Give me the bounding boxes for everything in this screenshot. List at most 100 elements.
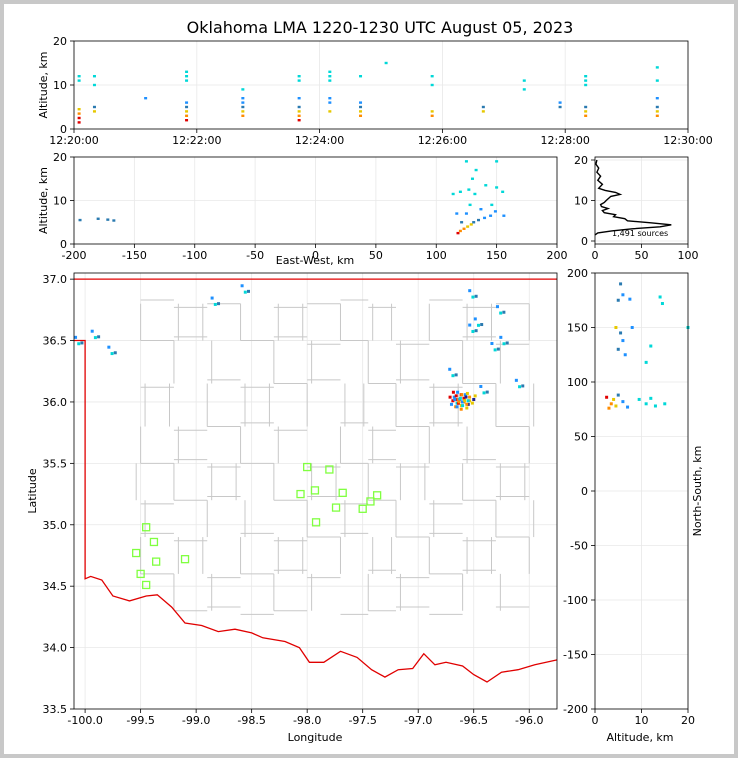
map-source — [77, 342, 81, 346]
histogram-xtick-label: 0 — [592, 249, 599, 262]
map-source — [470, 401, 474, 405]
north-south-source — [609, 402, 613, 406]
east-west-xtick-label: 100 — [426, 249, 447, 262]
east-west-source — [501, 190, 505, 193]
map-source — [461, 404, 465, 408]
time-height-source — [481, 105, 485, 109]
map-source — [460, 393, 464, 397]
map-source — [499, 311, 503, 315]
lma-station-marker — [142, 580, 151, 590]
time-height-source — [359, 110, 363, 113]
time-height-source — [297, 110, 301, 113]
east-west-ylabel: Altitude, km — [37, 167, 50, 234]
map-source — [451, 390, 455, 394]
east-west-source — [112, 219, 116, 222]
time-height-source — [92, 83, 96, 87]
time-height-source — [297, 75, 301, 78]
time-height-source — [297, 119, 301, 122]
east-west-source — [472, 221, 476, 224]
time-height-source — [655, 66, 659, 69]
time-height-ytick-label: 20 — [53, 35, 67, 48]
east-west-ytick-label: 10 — [53, 195, 67, 208]
time-height-source — [144, 97, 148, 100]
time-height-source — [655, 114, 659, 117]
east-west-source — [483, 216, 487, 220]
lma-station-marker — [132, 548, 141, 558]
lma-station-marker — [311, 518, 321, 527]
time-height-source — [241, 105, 245, 109]
map-ytick-label: 36.0 — [43, 396, 68, 409]
map-source — [502, 310, 506, 314]
map-source — [473, 394, 477, 398]
east-west-source — [502, 214, 506, 217]
time-height-xtick-label: 12:22:00 — [172, 134, 221, 147]
lma-station-marker — [142, 523, 151, 532]
north-south-source — [621, 293, 625, 297]
time-height-source — [185, 70, 189, 73]
map-source — [454, 394, 458, 398]
map-source — [468, 289, 472, 293]
time-height-xtick-label: 12:30:00 — [663, 134, 712, 147]
lma-station-marker — [372, 491, 382, 500]
time-height-source — [241, 97, 245, 100]
lma-station-marker — [331, 503, 341, 512]
map-source — [471, 329, 475, 333]
county-lines — [135, 299, 535, 615]
time-height-source — [241, 110, 245, 113]
altitude-histogram-panel: 0 50 100 0 10 20 1,491 sources — [574, 154, 699, 262]
time-height-source — [359, 105, 363, 109]
time-height-source — [241, 88, 245, 91]
map-source — [461, 400, 465, 404]
time-height-source — [77, 79, 81, 82]
north-south-ytick-label: -200 — [563, 703, 588, 716]
north-south-source — [628, 297, 632, 301]
map-source — [495, 305, 499, 309]
east-west-ytick-label: 0 — [60, 238, 67, 251]
north-south-xlabel: Altitude, km — [606, 731, 673, 744]
map-source — [474, 294, 478, 298]
time-height-source — [584, 75, 588, 78]
source-count-annotation: 1,491 sources — [612, 229, 668, 238]
time-height-ylabel: Altitude, km — [37, 51, 50, 118]
time-height-source — [77, 108, 81, 111]
north-south-ylabel: North-South, km — [691, 446, 704, 537]
time-height-source — [92, 105, 96, 109]
east-west-source — [462, 227, 466, 230]
north-south-source — [623, 353, 627, 357]
map-source — [479, 384, 483, 388]
time-height-source — [185, 79, 189, 82]
east-west-xlabel: East-West, km — [276, 254, 354, 267]
map-source — [480, 323, 484, 327]
time-height-source — [297, 105, 301, 109]
time-height-source — [241, 101, 245, 104]
map-source — [449, 402, 453, 406]
time-height-source — [430, 83, 434, 87]
time-height-panel: 12:20:00 12:22:00 12:24:00 12:26:00 12:28:00… — [37, 35, 713, 147]
time-height-source — [558, 101, 562, 104]
east-west-source — [458, 229, 462, 233]
time-height-source — [297, 97, 301, 100]
east-west-source — [477, 218, 481, 222]
map-source — [74, 335, 78, 339]
north-south-xtick-label: 10 — [635, 714, 649, 727]
map-source — [485, 390, 489, 394]
map-source — [213, 302, 217, 306]
time-height-source — [481, 110, 485, 113]
time-height-source — [185, 119, 189, 122]
north-south-xtick-label: 20 — [681, 714, 695, 727]
time-height-source — [185, 101, 189, 104]
lma-station-marker — [136, 569, 145, 579]
map-source — [465, 391, 469, 395]
map-source — [493, 348, 497, 352]
east-west-xtick-label: 50 — [369, 249, 383, 262]
east-west-xtick-label: -100 — [182, 249, 207, 262]
north-south-panel: 0 10 20 -200 -150 -100 -50 0 50 100 150 200 Altitude… — [563, 267, 704, 744]
time-height-source — [359, 101, 363, 104]
time-height-source — [584, 83, 588, 87]
map-source — [473, 317, 477, 321]
east-west-source — [493, 210, 497, 213]
east-west-source — [458, 190, 462, 193]
time-height-source — [430, 110, 434, 113]
time-height-source — [185, 105, 189, 109]
north-south-ytick-label: -150 — [563, 649, 588, 662]
